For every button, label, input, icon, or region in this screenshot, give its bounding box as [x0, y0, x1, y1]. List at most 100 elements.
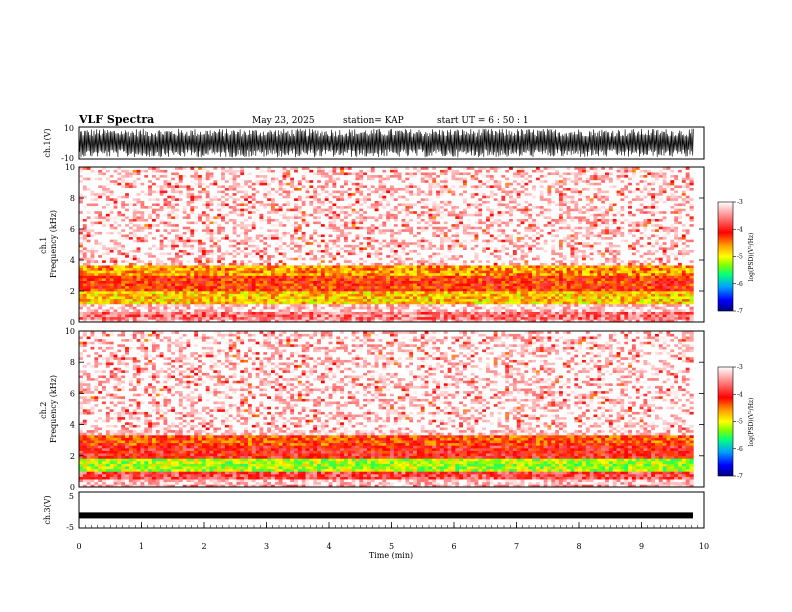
spectrogram-cell [343, 270, 349, 274]
spectrogram-cell [605, 298, 610, 302]
spectrogram-cell [221, 309, 226, 312]
spectrogram-cell [378, 293, 383, 297]
spectrogram-cell [286, 278, 291, 281]
spectrogram-cell [532, 257, 537, 261]
spectrogram-cell [274, 306, 279, 310]
spectrogram-cell [228, 262, 233, 266]
spectrogram-cell [278, 252, 283, 256]
spectrogram-cell [255, 280, 260, 284]
spectrogram-cell [290, 293, 295, 297]
spectrogram-cell [294, 283, 299, 287]
spectrogram-cell [294, 319, 299, 323]
spectrogram-cell [263, 285, 268, 289]
spectrogram-cell [486, 296, 491, 300]
spectrogram-cell [294, 275, 299, 279]
spectrogram-cell [516, 291, 521, 294]
spectrogram-cell [647, 319, 652, 323]
spectrogram-cell [175, 278, 180, 281]
spectrogram-cell [635, 254, 640, 258]
spectrogram-cell [194, 275, 199, 279]
spectrogram-cell [405, 260, 410, 263]
spectrogram-cell [297, 262, 303, 266]
spectrogram-cell [240, 265, 245, 269]
spectrogram-cell [689, 265, 694, 269]
spectrogram-cell [247, 270, 253, 274]
spectrogram-cell [501, 319, 506, 323]
spectrogram-cell [643, 275, 648, 279]
spectrogram-cell [86, 298, 91, 302]
spectrogram-cell [555, 267, 560, 271]
spectrogram-cell [370, 319, 375, 323]
spectrogram-cell [301, 249, 306, 253]
spectrogram-cell [178, 283, 183, 287]
spectrogram-cell [547, 262, 552, 266]
spectrogram-cell [121, 319, 126, 323]
spectrogram-cell [236, 275, 241, 279]
spectrogram-cell [324, 265, 329, 269]
spectrogram-cell [451, 265, 456, 269]
spectrogram-cell [489, 260, 494, 263]
spectrogram-cell [547, 306, 552, 310]
spectrogram-cell [336, 267, 341, 271]
spectrogram-cell [363, 270, 368, 274]
spectrogram-cell [232, 272, 237, 276]
spectrogram-cell [589, 262, 594, 266]
spectrogram-cell [566, 296, 571, 300]
spectrogram-cell [509, 309, 514, 312]
spectrogram-cell [79, 247, 84, 250]
spectrogram-cell [520, 257, 525, 261]
spectrogram-cell [608, 270, 614, 274]
spectrogram-cell [228, 257, 233, 261]
spectrogram-cell [597, 249, 602, 253]
spectrogram-cell [639, 309, 644, 312]
spectrogram-cell [516, 311, 521, 315]
spectrogram-cell [305, 254, 310, 258]
spectrogram-cell [290, 252, 295, 256]
spectrogram-cell [493, 265, 498, 269]
spectrogram-cell [470, 275, 475, 279]
spectrogram-cell [228, 298, 233, 302]
spectrogram-cell [612, 291, 617, 294]
spectrogram-cell [439, 252, 445, 256]
spectrogram-cell [382, 254, 387, 258]
spectrogram-cell [251, 301, 256, 305]
spectrogram-cell [363, 288, 368, 292]
spectrogram-cell [186, 298, 191, 302]
spectrogram-cell [320, 293, 326, 297]
spectrogram-cell [528, 260, 533, 263]
spectrogram-cell [228, 306, 233, 310]
spectrogram-cell [374, 306, 379, 310]
spectrogram-cell [489, 316, 494, 320]
spectrogram-cell [628, 306, 633, 310]
spectrogram-cell [605, 285, 610, 289]
spectrogram-cell [516, 283, 521, 287]
spectrogram-cell [666, 241, 671, 245]
spectrogram-cell [528, 314, 533, 318]
spectrogram-cell [624, 296, 629, 300]
spectrogram-cell [413, 244, 418, 248]
spectrogram-cell [363, 319, 368, 323]
spectrogram-cell [317, 254, 322, 258]
spectrogram-cell [439, 298, 445, 302]
spectrogram-cell [489, 272, 494, 276]
spectrogram-cell [432, 311, 437, 315]
spectrogram-cell [332, 319, 337, 323]
spectrogram-cell [102, 260, 107, 263]
spectrogram-cell [436, 267, 441, 271]
spectrogram-cell [113, 272, 118, 276]
spectrogram-cell [105, 247, 111, 250]
spectrogram-cell [217, 306, 222, 310]
spectrogram-cell [178, 265, 183, 269]
spectrogram-cell [466, 314, 471, 318]
spectrogram-cell [155, 272, 160, 276]
spectrogram-cell [194, 298, 199, 302]
spectrogram-cell [382, 298, 387, 302]
spectrogram-cell [678, 275, 683, 279]
spectrogram-cell [140, 298, 145, 302]
spectrogram-cell [98, 262, 103, 266]
spectrogram-cell [209, 249, 214, 253]
spectrogram-cell [163, 262, 168, 266]
spectrogram-cell [459, 285, 464, 289]
spectrogram-cell [566, 306, 571, 310]
spectrogram-cell [631, 280, 637, 284]
